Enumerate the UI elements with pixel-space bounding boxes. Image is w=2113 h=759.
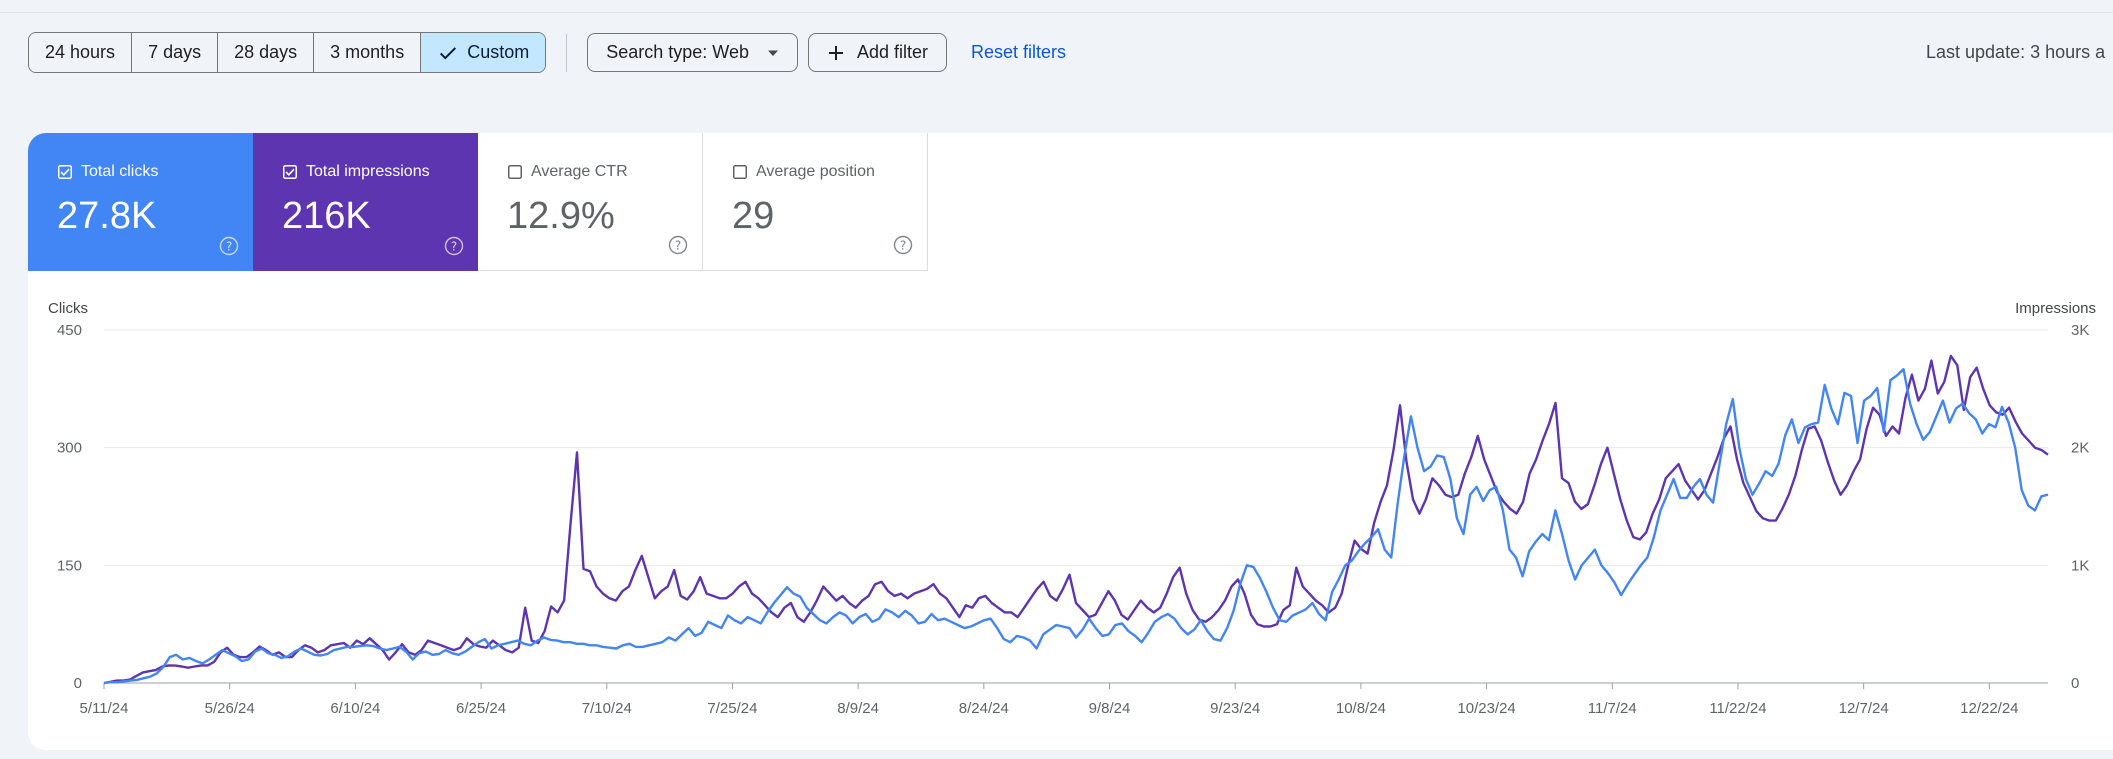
checkbox-unchecked-icon[interactable] <box>508 165 522 179</box>
metric-value: 12.9% <box>507 195 615 237</box>
x-axis-tick-label: 9/23/24 <box>1210 700 1260 717</box>
toolbar-divider <box>566 33 568 72</box>
range-custom-button[interactable]: Custom <box>421 33 546 72</box>
x-axis-tick-label: 10/8/24 <box>1336 700 1386 717</box>
metric-value: 27.8K <box>57 195 157 237</box>
x-axis-tick-label: 11/22/24 <box>1709 700 1766 717</box>
x-axis-tick-label: 6/25/24 <box>456 700 506 717</box>
clicks-series-line <box>103 367 2049 685</box>
svg-text:?: ? <box>675 239 681 253</box>
right-axis-title: Impressions <box>2015 300 2096 317</box>
svg-text:?: ? <box>900 239 906 253</box>
date-range-selector: 24 hours 7 days 28 days 3 months Custom <box>28 32 547 73</box>
x-axis-tick-label: 8/9/24 <box>837 700 879 717</box>
x-axis-tick-label: 7/10/24 <box>582 700 632 717</box>
range-7-days-button[interactable]: 7 days <box>132 33 219 72</box>
search-type-label: Search type: Web <box>606 42 749 62</box>
svg-text:?: ? <box>226 240 232 254</box>
right-axis-tick-label: 0 <box>2071 675 2079 692</box>
checkmark-icon <box>440 46 457 59</box>
help-icon[interactable]: ? <box>219 236 239 256</box>
metric-average-position[interactable]: Average position 29 ? <box>703 133 928 271</box>
range-28-days-button[interactable]: 28 days <box>218 33 315 72</box>
last-update-text: Last update: 3 hours a <box>1926 42 2106 62</box>
x-axis-tick-label: 12/22/24 <box>1960 700 2018 717</box>
x-axis-tick-label: 7/25/24 <box>707 700 757 717</box>
plus-icon <box>828 45 843 60</box>
filter-toolbar: 24 hours 7 days 28 days 3 months Custom … <box>28 32 1066 73</box>
metric-label-row: Average position <box>733 163 875 181</box>
x-axis-tick-label: 11/7/24 <box>1588 700 1637 717</box>
metric-label-row: Total impressions <box>283 163 430 181</box>
impressions-series-line <box>103 354 2049 685</box>
help-icon[interactable]: ? <box>668 235 688 255</box>
x-axis-tick-label: 12/7/24 <box>1839 700 1889 717</box>
reset-filters-link[interactable]: Reset filters <box>971 42 1067 62</box>
top-divider <box>0 12 2113 13</box>
right-axis-tick-label: 2K <box>2071 440 2089 457</box>
svg-text:?: ? <box>451 240 457 254</box>
search-type-dropdown[interactable]: Search type: Web <box>587 33 798 72</box>
metric-label: Total impressions <box>306 163 430 180</box>
range-3-months-button[interactable]: 3 months <box>314 33 422 72</box>
left-axis-tick-label: 450 <box>57 322 82 339</box>
metric-label: Total clicks <box>81 163 159 180</box>
caret-down-icon <box>767 50 778 56</box>
right-axis-tick-label: 3K <box>2071 322 2089 339</box>
metric-label-row: Average CTR <box>508 163 628 181</box>
x-axis-tick-label: 8/24/24 <box>959 700 1009 717</box>
metric-label: Average CTR <box>531 163 628 180</box>
range-label: 28 days <box>234 42 298 62</box>
metric-label: Average position <box>756 163 875 180</box>
help-icon[interactable]: ? <box>893 235 913 255</box>
left-axis-tick-label: 0 <box>74 675 82 692</box>
metric-total-impressions[interactable]: Total impressions 216K ? <box>253 133 478 271</box>
left-axis-title: Clicks <box>48 300 88 317</box>
range-label: Custom <box>467 42 530 62</box>
x-axis-tick-label: 9/8/24 <box>1089 700 1131 717</box>
metric-total-clicks[interactable]: Total clicks 27.8K ? <box>28 133 253 271</box>
metric-label-row: Total clicks <box>58 163 158 181</box>
checkbox-checked-icon[interactable] <box>283 165 297 179</box>
x-axis-tick-label: 10/23/24 <box>1457 700 1515 717</box>
performance-card: 0 150 300 450 0 1K 2K 3K Clicks Impressions 5/11/2… <box>28 133 2113 750</box>
range-label: 3 months <box>330 42 405 62</box>
range-label: 7 days <box>148 42 202 62</box>
add-filter-label: Add filter <box>856 42 929 62</box>
metric-value: 29 <box>732 195 775 237</box>
x-axis-tick-label: 5/26/24 <box>205 700 255 717</box>
checkbox-checked-icon[interactable] <box>58 165 72 179</box>
range-24-hours-button[interactable]: 24 hours <box>29 33 133 72</box>
right-axis-tick-label: 1K <box>2071 557 2089 574</box>
left-axis-tick-label: 300 <box>57 440 82 457</box>
metric-average-ctr[interactable]: Average CTR 12.9% ? <box>478 133 703 271</box>
metric-tabs: Total clicks 27.8K ? Total impressions 2… <box>28 133 928 271</box>
help-icon[interactable]: ? <box>444 236 464 256</box>
checkbox-unchecked-icon[interactable] <box>733 165 747 179</box>
add-filter-button[interactable]: Add filter <box>807 33 948 72</box>
x-axis-tick-label: 6/10/24 <box>330 700 380 717</box>
x-axis-tick-label: 5/11/24 <box>80 700 129 717</box>
performance-chart: 0 150 300 450 0 1K 2K 3K Clicks Impressions 5/11/2… <box>48 300 2096 717</box>
left-axis-tick-label: 150 <box>57 557 82 574</box>
metric-value: 216K <box>282 195 371 237</box>
range-label: 24 hours <box>45 42 116 62</box>
